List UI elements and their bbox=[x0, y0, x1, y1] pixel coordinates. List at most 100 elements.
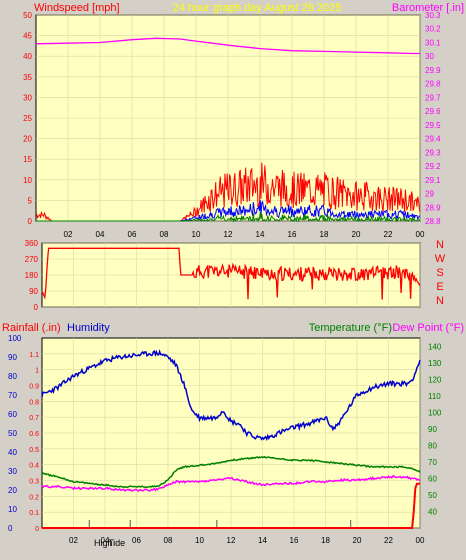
climate-x-tick-label: 12 bbox=[227, 536, 236, 545]
humidity-tick-label: 20 bbox=[8, 486, 17, 495]
tide-label: Tide bbox=[108, 538, 125, 548]
wind-x-tick-label: 18 bbox=[320, 230, 329, 239]
rainfall-tick-label: 0.9 bbox=[29, 384, 39, 391]
climate-x-tick-label: 10 bbox=[195, 536, 204, 545]
barometer-tick-label: 29.9 bbox=[425, 66, 441, 75]
climate-series bbox=[41, 349, 421, 529]
direction-tick-label: 0 bbox=[34, 303, 39, 312]
dewpoint-axis-label: Dew Point (°F) bbox=[392, 322, 464, 334]
windspeed-tick-label: 5 bbox=[28, 196, 33, 205]
wind-x-tick-label: 12 bbox=[224, 230, 233, 239]
wind-x-tick-label: 00 bbox=[416, 230, 425, 239]
climate-x-tick-label: 14 bbox=[258, 536, 267, 545]
climate-x-tick-label: 08 bbox=[164, 536, 173, 545]
climate-grid bbox=[42, 338, 421, 529]
direction-tick-label: 270 bbox=[25, 255, 39, 264]
humidity-tick-label: 40 bbox=[8, 448, 17, 457]
humidity-tick-label: 60 bbox=[8, 410, 17, 419]
direction-tick-label: 90 bbox=[29, 287, 38, 296]
barometer-tick-label: 29.2 bbox=[425, 162, 441, 171]
barometer-tick-label: 30.3 bbox=[425, 11, 441, 20]
rainfall-tick-label: 0.4 bbox=[29, 463, 39, 470]
humidity-tick-label: 10 bbox=[8, 505, 17, 514]
wind-x-tick-label: 02 bbox=[64, 230, 73, 239]
compass-letter: N bbox=[436, 295, 444, 307]
rainfall-tick-label: 0.7 bbox=[29, 415, 39, 422]
windspeed-tick-label: 15 bbox=[23, 155, 32, 164]
climate-x-tick-label: 04 bbox=[101, 536, 110, 545]
wind-x-tick-label: 08 bbox=[160, 230, 169, 239]
tide-marks bbox=[88, 520, 352, 528]
direction-series bbox=[41, 247, 421, 300]
direction-tick-label: 180 bbox=[25, 271, 39, 280]
windspeed-tick-label: 45 bbox=[23, 32, 32, 41]
windspeed-tick-label: 30 bbox=[23, 93, 32, 102]
temperature-tick-label: 100 bbox=[428, 408, 442, 417]
windspeed-tick-labels: 0 5 10 15 20 25 30 35 40 45 50 bbox=[23, 11, 32, 226]
climate-x-tick-label: 22 bbox=[384, 536, 393, 545]
temperature-tick-label: 80 bbox=[428, 441, 437, 450]
direction-tick-label: 360 bbox=[25, 239, 39, 248]
barometer-tick-label: 29.3 bbox=[425, 148, 441, 157]
wind-x-tick-label: 14 bbox=[256, 230, 265, 239]
humidity-tick-label: 100 bbox=[8, 334, 22, 343]
windspeed-tick-label: 0 bbox=[28, 217, 33, 226]
temperature-tick-label: 110 bbox=[428, 392, 441, 401]
rainfall-line bbox=[42, 482, 420, 529]
barometer-tick-label: 28.8 bbox=[425, 217, 441, 226]
barometer-tick-label: 29 bbox=[425, 190, 434, 199]
rainfall-tick-label: 0.2 bbox=[29, 494, 39, 501]
wind-direction-line bbox=[41, 247, 421, 300]
barometer-tick-label: 29.1 bbox=[425, 176, 441, 185]
windspeed-tick-label: 20 bbox=[23, 135, 32, 144]
temperature-tick-labels: 40 50 60 70 80 90 100 110 120 130 140 bbox=[428, 342, 442, 516]
compass-letter: S bbox=[436, 267, 443, 279]
barometer-tick-labels: 28.8 28.9 29 29.1 29.2 29.3 29.4 29.5 29.6 29.7 29… bbox=[425, 11, 441, 226]
wind-x-tick-label: 16 bbox=[288, 230, 297, 239]
high-label: High bbox=[94, 538, 113, 548]
compass-letter: W bbox=[435, 253, 446, 265]
humidity-tick-label: 50 bbox=[8, 429, 17, 438]
compass-letter: N bbox=[436, 239, 444, 251]
temperature-tick-label: 130 bbox=[428, 359, 442, 368]
humidity-tick-label: 80 bbox=[8, 372, 17, 381]
temperature-tick-label: 90 bbox=[428, 425, 437, 434]
barometer-tick-label: 30.1 bbox=[425, 38, 441, 47]
barometer-tick-label: 29.7 bbox=[425, 93, 441, 102]
climate-x-tick-label: 16 bbox=[290, 536, 299, 545]
rainfall-tick-label: 0.5 bbox=[29, 447, 39, 454]
temperature-tick-label: 50 bbox=[428, 491, 437, 500]
humidity-tick-label: 90 bbox=[8, 353, 17, 362]
rainfall-tick-label: 1 bbox=[35, 368, 39, 375]
barometer-tick-label: 29.5 bbox=[425, 121, 441, 130]
climate-x-tick-label: 06 bbox=[132, 536, 141, 545]
direction-grid bbox=[42, 242, 421, 308]
temperature-tick-label: 120 bbox=[428, 375, 442, 384]
temperature-line bbox=[41, 455, 421, 489]
climate-x-tick-label: 00 bbox=[416, 536, 425, 545]
climate-x-tick-label: 02 bbox=[69, 536, 78, 545]
barometer-axis-label: Barometer [.in] bbox=[392, 2, 464, 14]
temperature-axis-label: Temperature (°F) bbox=[309, 322, 392, 334]
windspeed-tick-label: 40 bbox=[23, 52, 32, 61]
humidity-tick-labels: 0 10 20 30 40 50 60 70 80 90 100 bbox=[8, 334, 22, 533]
humidity-axis-label: Humidity bbox=[67, 322, 110, 334]
barometer-tick-label: 30 bbox=[425, 52, 434, 61]
barometer-tick-label: 28.9 bbox=[425, 203, 441, 212]
barometer-line bbox=[35, 37, 420, 55]
rainfall-tick-label: 0.8 bbox=[29, 399, 39, 406]
climate-x-tick-label: 18 bbox=[321, 536, 330, 545]
windspeed-axis-label: Windspeed [mph] bbox=[34, 2, 120, 14]
barometer-tick-label: 29.6 bbox=[425, 107, 441, 116]
dewpoint-line bbox=[41, 474, 421, 492]
windspeed-tick-label: 50 bbox=[23, 11, 32, 20]
rainfall-tick-label: 0.6 bbox=[29, 431, 39, 438]
wind-x-tick-labels: 02 04 06 08 10 12 14 16 18 20 22 00 bbox=[64, 230, 425, 239]
barometer-tick-label: 29.8 bbox=[425, 80, 441, 89]
wind-x-tick-label: 04 bbox=[96, 230, 105, 239]
temperature-tick-label: 70 bbox=[428, 458, 437, 467]
